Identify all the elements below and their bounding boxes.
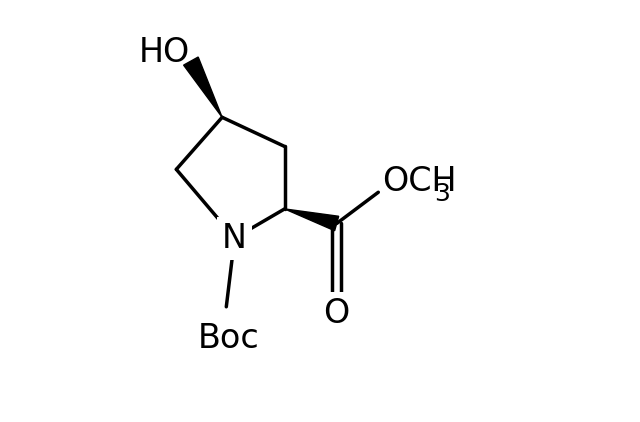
Text: N: N [222, 222, 247, 254]
Polygon shape [285, 209, 339, 231]
Polygon shape [184, 57, 222, 117]
Text: OCH: OCH [381, 165, 456, 198]
Text: 3: 3 [435, 181, 451, 206]
Text: HO: HO [139, 36, 190, 69]
Text: O: O [324, 297, 350, 330]
Text: Boc: Boc [198, 322, 259, 354]
